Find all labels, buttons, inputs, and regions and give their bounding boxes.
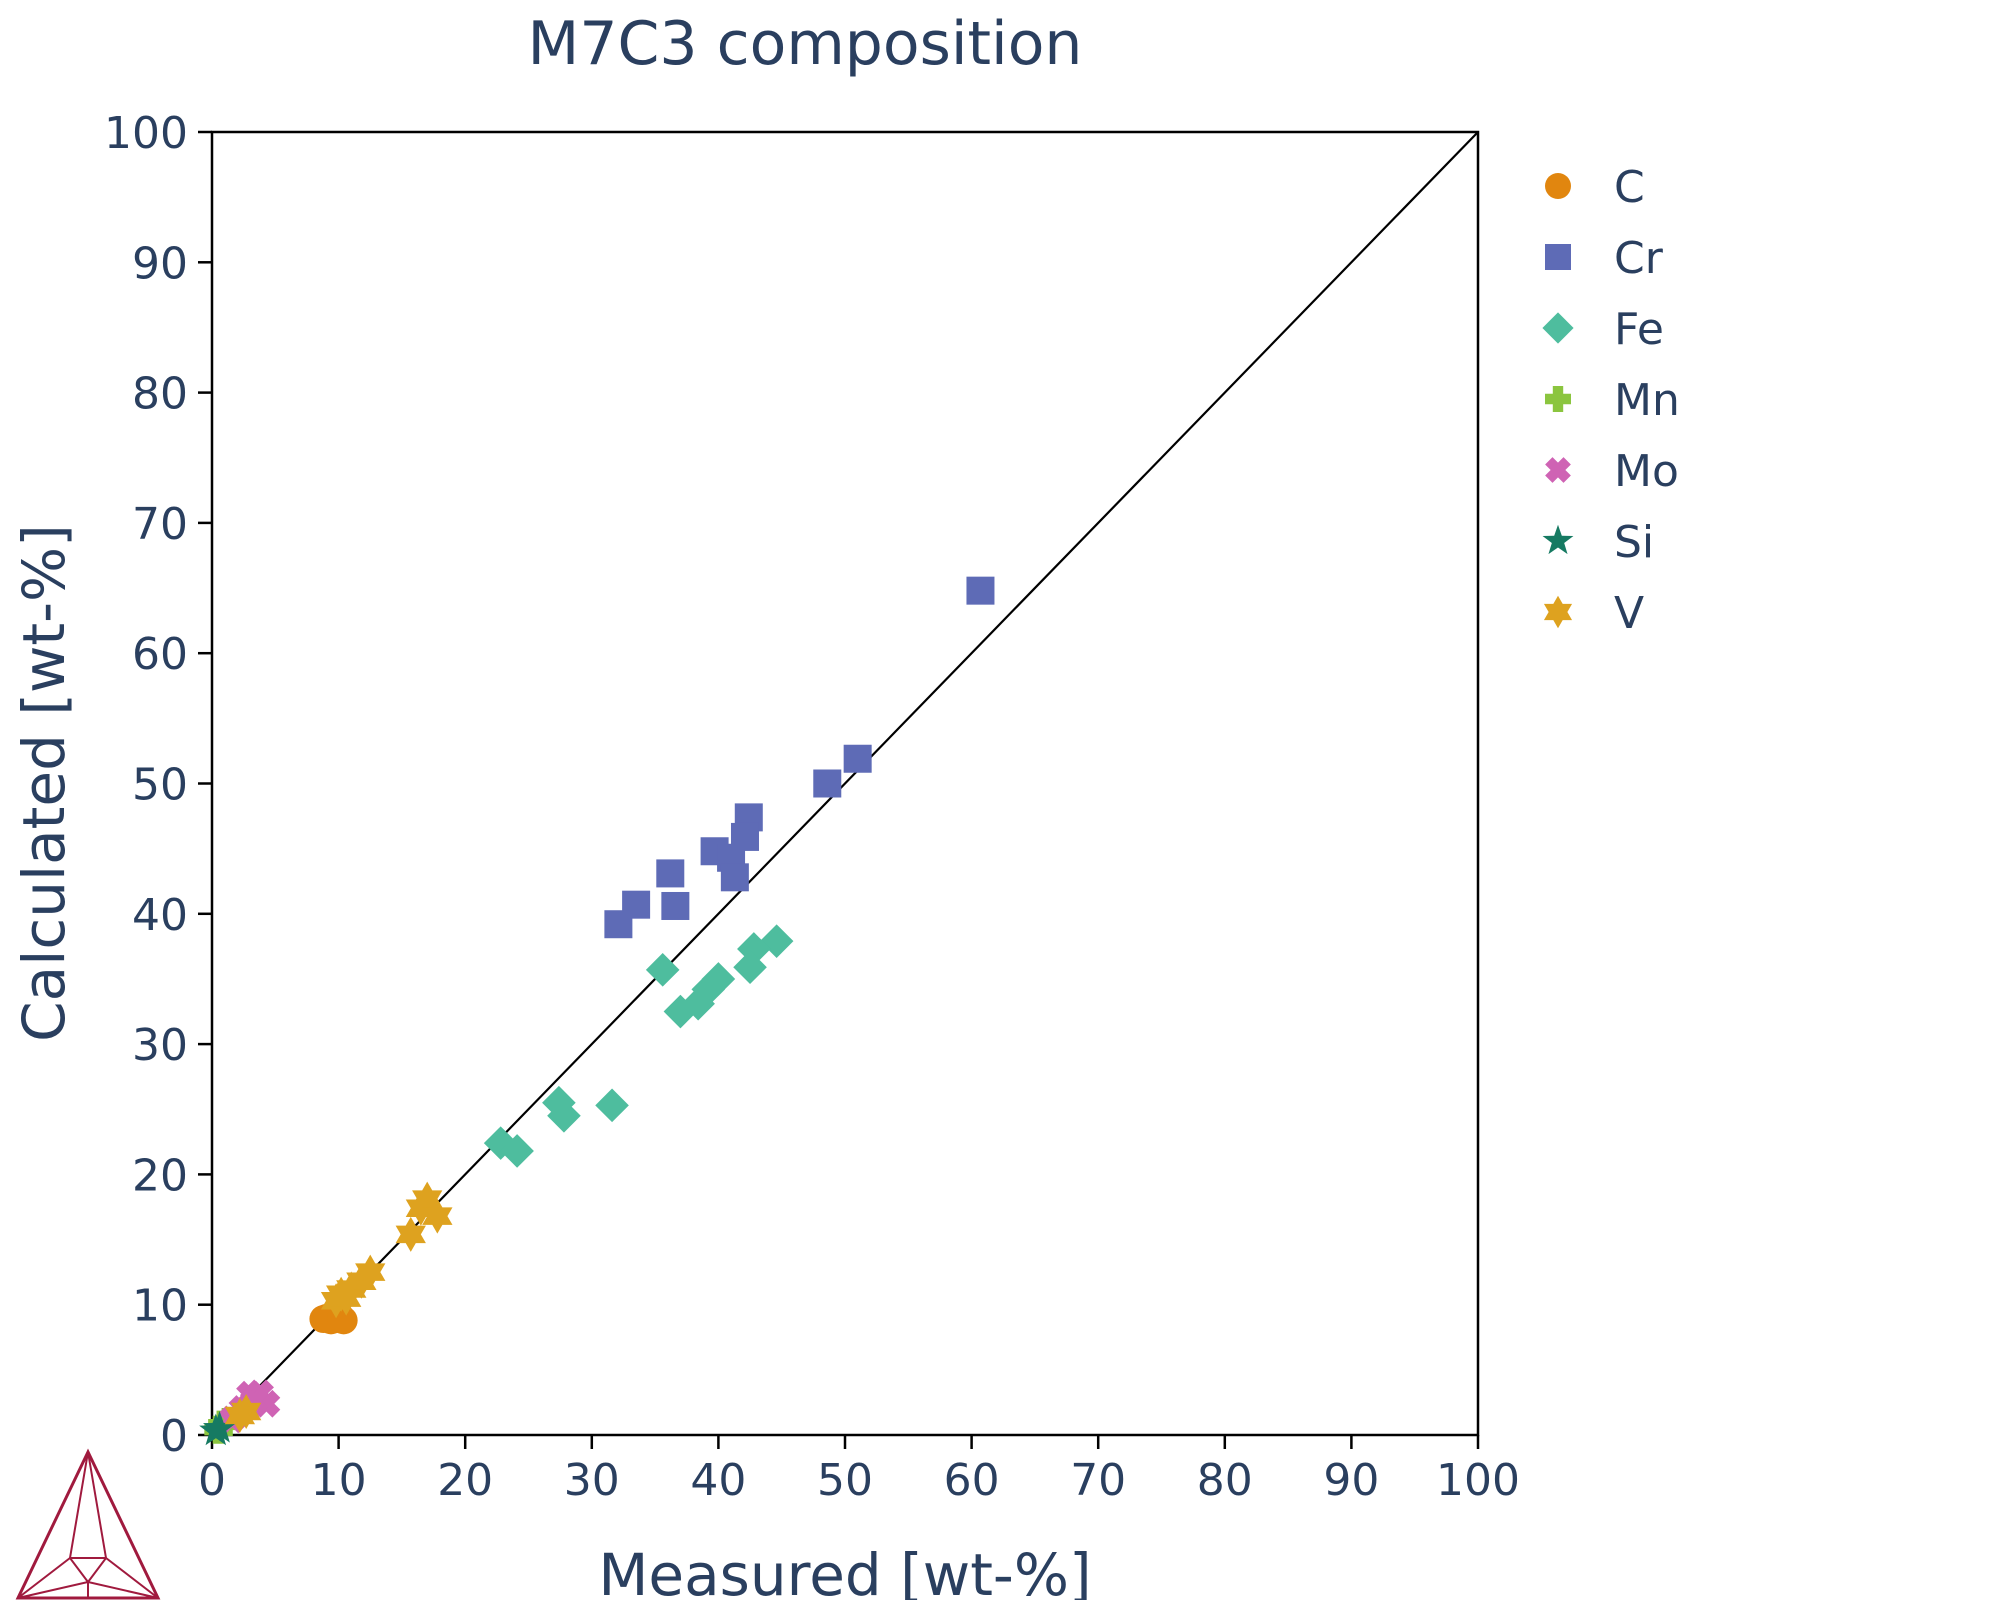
legend-item-c[interactable]: C bbox=[1545, 162, 1645, 213]
data-point-fe bbox=[645, 953, 680, 987]
y-tick-label: 90 bbox=[132, 238, 188, 289]
data-point-cr bbox=[661, 891, 690, 920]
y-tick-label: 10 bbox=[132, 1281, 188, 1332]
data-point-v bbox=[224, 1397, 256, 1433]
series-v bbox=[224, 1181, 453, 1433]
legend-marker-si bbox=[1542, 524, 1574, 555]
data-point-fe bbox=[663, 994, 698, 1029]
x-axis-label: Measured [wt-%] bbox=[598, 1541, 1091, 1600]
y-tick-label: 0 bbox=[160, 1411, 188, 1462]
x-tick-label: 20 bbox=[437, 1455, 493, 1506]
data-point-v bbox=[412, 1181, 443, 1217]
data-point-cr bbox=[656, 859, 685, 888]
y-tick-label: 100 bbox=[104, 108, 188, 159]
x-axis-ticks: 0 10 20 30 40 50 60 70 80 90 100 bbox=[198, 1435, 1520, 1506]
x-tick-label: 80 bbox=[1197, 1455, 1253, 1506]
legend-item-mo[interactable]: Mo bbox=[1540, 446, 1679, 497]
x-tick-label: 10 bbox=[311, 1455, 367, 1506]
data-point-fe bbox=[500, 1134, 534, 1168]
logo-icon bbox=[15, 1448, 161, 1600]
y-tick-label: 70 bbox=[132, 499, 188, 550]
data-point-cr bbox=[813, 769, 842, 798]
x-tick-label: 30 bbox=[564, 1455, 620, 1506]
series-cr bbox=[604, 576, 995, 939]
y-tick-label: 30 bbox=[132, 1020, 188, 1071]
y-axis-label: Calculated [wt-%] bbox=[10, 524, 78, 1042]
legend-item-fe[interactable]: Fe bbox=[1542, 304, 1664, 355]
y-tick-label: 20 bbox=[132, 1150, 188, 1201]
legend-label: Cr bbox=[1614, 233, 1664, 284]
data-point-si bbox=[202, 1410, 237, 1443]
data-point-cr bbox=[843, 744, 872, 773]
x-tick-label: 70 bbox=[1070, 1455, 1126, 1506]
legend-marker-mn bbox=[1545, 386, 1571, 412]
data-point-fe bbox=[547, 1098, 581, 1133]
data-point-cr bbox=[720, 863, 749, 892]
x-tick-label: 100 bbox=[1436, 1455, 1520, 1506]
series-si bbox=[199, 1410, 237, 1446]
y-tick-label: 50 bbox=[132, 760, 188, 811]
y-tick-label: 80 bbox=[132, 369, 188, 420]
y-axis-ticks: 0 10 20 30 40 50 60 70 80 90 100 bbox=[104, 108, 212, 1462]
series-fe bbox=[483, 924, 794, 1168]
legend-label: Si bbox=[1614, 517, 1654, 568]
data-point-v bbox=[331, 1280, 362, 1316]
data-points bbox=[199, 576, 995, 1446]
legend-marker-fe bbox=[1542, 312, 1574, 344]
x-tick-label: 50 bbox=[817, 1455, 873, 1506]
data-point-v bbox=[395, 1216, 426, 1252]
data-point-v bbox=[422, 1198, 453, 1234]
data-point-fe bbox=[595, 1088, 629, 1123]
legend-marker-c bbox=[1545, 173, 1571, 199]
legend-label: Mn bbox=[1614, 375, 1680, 426]
x-tick-label: 40 bbox=[690, 1455, 746, 1506]
data-point-cr bbox=[966, 576, 995, 605]
x-tick-label: 90 bbox=[1323, 1455, 1379, 1506]
legend-item-si[interactable]: Si bbox=[1542, 517, 1655, 568]
y-tick-label: 40 bbox=[132, 890, 188, 941]
legend: C Cr Fe Mn Mo Si V bbox=[1540, 162, 1680, 639]
data-point-v bbox=[405, 1190, 437, 1226]
legend-item-mn[interactable]: Mn bbox=[1545, 375, 1680, 426]
data-point-cr bbox=[604, 910, 633, 939]
legend-label: C bbox=[1614, 162, 1645, 213]
legend-marker-v bbox=[1543, 595, 1573, 629]
data-point-fe bbox=[733, 950, 767, 985]
legend-item-v[interactable]: V bbox=[1543, 588, 1644, 639]
y-tick-label: 60 bbox=[132, 629, 188, 680]
legend-item-cr[interactable]: Cr bbox=[1545, 233, 1664, 284]
chart-title: M7C3 composition bbox=[528, 9, 1083, 79]
legend-label: Mo bbox=[1614, 446, 1679, 497]
x-tick-label: 0 bbox=[198, 1455, 226, 1506]
legend-marker-cr bbox=[1545, 244, 1571, 270]
legend-marker-mo bbox=[1545, 457, 1571, 483]
legend-label: V bbox=[1614, 588, 1644, 639]
x-tick-label: 60 bbox=[944, 1455, 1000, 1506]
legend-label: Fe bbox=[1614, 304, 1664, 355]
data-point-v bbox=[355, 1254, 386, 1290]
